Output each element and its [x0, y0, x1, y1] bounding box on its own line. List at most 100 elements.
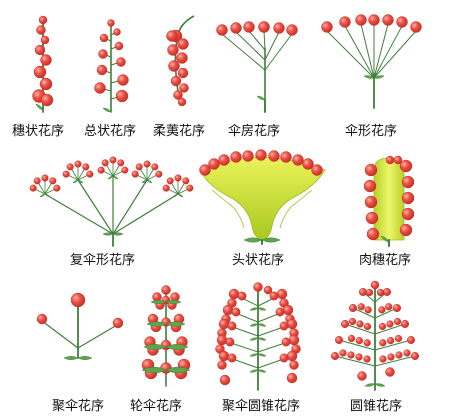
flower	[162, 184, 170, 192]
label-catkin: 柔荑花序	[153, 124, 206, 139]
flower	[36, 313, 48, 325]
raceme-diagram	[94, 19, 129, 113]
flower	[109, 156, 117, 164]
flower	[364, 163, 378, 177]
stem	[264, 33, 293, 71]
flower	[302, 158, 314, 170]
flower	[341, 320, 350, 329]
flower	[237, 291, 247, 301]
cyme-diagram	[36, 292, 124, 360]
leaf	[172, 193, 179, 198]
flower	[219, 374, 231, 386]
leaf	[243, 237, 263, 243]
flower	[401, 320, 410, 329]
leaf	[165, 366, 191, 374]
stem	[374, 355, 416, 367]
flower	[29, 184, 37, 192]
stem	[373, 23, 389, 79]
stem	[338, 339, 376, 351]
leaf	[102, 232, 114, 236]
flower	[363, 355, 371, 363]
label-spadix: 肉穗花序	[359, 253, 412, 268]
label-cymose-panicle: 聚伞圆锥花序	[222, 399, 301, 414]
flower	[217, 360, 227, 370]
flower	[33, 177, 41, 185]
flower	[339, 349, 347, 357]
flower	[116, 57, 126, 67]
flower	[218, 318, 230, 330]
flower	[279, 321, 289, 331]
label-verticillaster: 轮伞花序	[130, 399, 183, 414]
flower	[365, 288, 374, 297]
flower	[355, 14, 367, 26]
label-compound-umbel: 复伞形花序	[70, 253, 136, 268]
stem	[352, 307, 376, 319]
catkin-diagram	[166, 15, 195, 107]
leaf	[249, 337, 259, 341]
flower	[218, 154, 230, 166]
flower	[49, 177, 57, 185]
flower	[359, 288, 368, 297]
flower	[393, 304, 402, 313]
flower	[40, 93, 54, 107]
spike-diagram	[32, 15, 54, 113]
leaf	[249, 369, 259, 373]
flower	[243, 21, 255, 33]
flower	[356, 320, 364, 328]
leaf	[257, 353, 267, 357]
flower	[286, 318, 298, 330]
flower	[131, 170, 139, 178]
label-raceme: 总状花序	[84, 124, 137, 139]
flower	[286, 350, 298, 362]
flower	[311, 164, 323, 176]
flower	[393, 317, 402, 326]
flower	[177, 97, 187, 107]
leaf	[165, 321, 186, 327]
flower	[401, 175, 415, 189]
flower	[357, 303, 365, 311]
leaf	[257, 369, 267, 373]
flower	[280, 151, 292, 163]
flower	[74, 160, 82, 168]
flower	[292, 154, 304, 166]
leaf	[143, 344, 167, 350]
bract-line	[211, 189, 245, 229]
flower	[161, 285, 171, 295]
flower	[385, 303, 393, 311]
stem	[112, 179, 148, 235]
flower	[82, 163, 90, 171]
flower	[399, 223, 413, 237]
flower	[135, 163, 143, 171]
flower	[186, 184, 194, 192]
label-head: 头状花序	[232, 253, 285, 268]
flower	[385, 367, 395, 377]
flower	[177, 67, 189, 79]
leaf	[364, 383, 376, 387]
panicle-diagram	[331, 280, 420, 391]
flower	[168, 60, 180, 72]
flower	[273, 22, 285, 34]
leaf	[107, 175, 114, 180]
flower	[227, 353, 237, 363]
flower	[410, 21, 422, 33]
head-diagram	[199, 149, 326, 245]
stem	[374, 339, 412, 351]
flower	[176, 52, 188, 64]
flower	[39, 77, 53, 91]
leaf	[256, 95, 266, 101]
flower	[216, 24, 228, 36]
flower	[230, 22, 242, 34]
flower	[263, 285, 273, 295]
verticillaster-diagram	[141, 285, 191, 387]
flower	[36, 25, 46, 35]
flower	[179, 83, 189, 93]
flower	[98, 49, 108, 59]
stem	[344, 25, 375, 79]
flower	[339, 16, 351, 28]
flower	[403, 349, 411, 357]
compound-umbel-diagram	[29, 156, 194, 247]
cymose-panicle-diagram	[215, 282, 301, 391]
stem	[344, 323, 376, 335]
flower	[151, 163, 159, 171]
flower	[218, 350, 230, 362]
